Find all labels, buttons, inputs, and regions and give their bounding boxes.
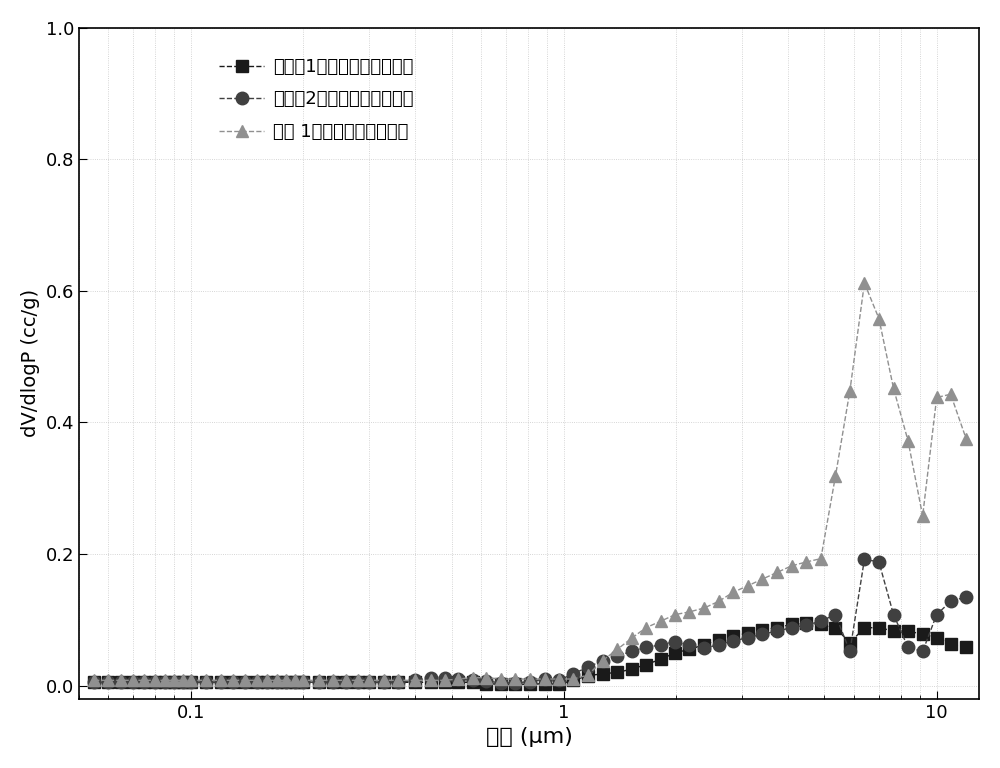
浆液 1制备的浆液的傅化层 <box>88 676 100 685</box>
浆液 1制备的浆液的傅化层 <box>858 279 870 288</box>
Legend: 对比例1制备的浆液的傅化层, 对比例2制备的浆液的傅化层, 浆液 1制备的浆液的傅化层: 对比例1制备的浆液的傅化层, 对比例2制备的浆液的傅化层, 浆液 1制备的浆液的… <box>205 44 428 155</box>
对比例2制备的浆液的傅化层 <box>149 677 161 687</box>
浆液 1制备的浆液的傅化层 <box>756 574 768 584</box>
Line: 对比例2制备的浆液的傅化层: 对比例2制备的浆液的傅化层 <box>88 553 972 689</box>
浆液 1制备的浆液的傅化层 <box>271 676 283 685</box>
对比例2制备的浆液的傅化层 <box>771 627 783 636</box>
Line: 浆液 1制备的浆液的傅化层: 浆液 1制备的浆液的傅化层 <box>88 276 972 687</box>
X-axis label: 孔径 (μm): 孔径 (μm) <box>486 727 572 747</box>
对比例1制备的浆液的傅化层 <box>313 677 325 687</box>
对比例2制备的浆液的傅化层 <box>439 673 451 682</box>
对比例1制备的浆液的傅化层 <box>439 677 451 687</box>
对比例2制备的浆液的傅化层 <box>271 677 283 687</box>
对比例2制备的浆液的傅化层 <box>313 677 325 687</box>
对比例1制备的浆液的傅化层 <box>271 677 283 687</box>
浆液 1制备的浆液的傅化层 <box>960 435 972 444</box>
对比例1制备的浆液的傅化层 <box>149 677 161 687</box>
对比例1制备的浆液的傅化层 <box>425 677 437 687</box>
浆液 1制备的浆液的傅化层 <box>149 676 161 685</box>
Y-axis label: dV/dlogP (cc/g): dV/dlogP (cc/g) <box>21 290 40 437</box>
对比例1制备的浆液的傅化层 <box>88 677 100 687</box>
对比例1制备的浆液的傅化层 <box>771 623 783 632</box>
对比例1制备的浆液的傅化层 <box>495 680 507 689</box>
浆液 1制备的浆液的傅化层 <box>313 676 325 685</box>
对比例2制备的浆液的傅化层 <box>425 673 437 682</box>
对比例1制备的浆液的傅化层 <box>960 643 972 652</box>
对比例2制备的浆液的傅化层 <box>88 677 100 687</box>
Line: 对比例1制备的浆液的傅化层: 对比例1制备的浆液的傅化层 <box>89 617 972 690</box>
对比例1制备的浆液的傅化层 <box>800 618 812 627</box>
浆液 1制备的浆液的傅化层 <box>902 436 914 445</box>
对比例2制备的浆液的傅化层 <box>858 554 870 564</box>
浆液 1制备的浆液的傅化层 <box>425 676 437 685</box>
对比例2制备的浆液的傅化层 <box>960 592 972 601</box>
对比例2制备的浆液的傅化层 <box>495 678 507 687</box>
